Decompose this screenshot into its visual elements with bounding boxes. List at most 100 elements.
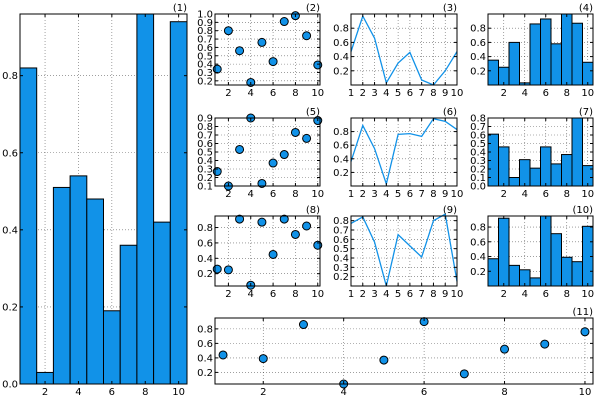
subplot-11: 2 4 6 8 10 0.2 0.4 0.6 0.8 (11) <box>197 307 594 398</box>
bar <box>487 59 499 86</box>
x-tick-label: 4 <box>248 189 254 200</box>
y-tick-label: 0.8 <box>197 26 213 37</box>
x-tick-label: 4 <box>340 387 346 398</box>
x-tick-label: 4 <box>75 387 81 398</box>
bar <box>571 261 583 287</box>
panel-title: (5) <box>306 107 320 118</box>
x-tick-label: 5 <box>395 189 401 200</box>
panel-title: (7) <box>579 107 593 118</box>
x-tick-label: 10 <box>581 88 594 99</box>
y-tick-label: 0.2 <box>197 368 213 379</box>
scatter-point <box>235 214 245 224</box>
y-tick-label: 0.6 <box>333 235 349 246</box>
x-tick-label: 7 <box>418 289 424 300</box>
x-tick-label: 2 <box>225 289 231 300</box>
x-tick-label: 10 <box>581 289 594 300</box>
bar <box>153 221 171 385</box>
x-tick-label: 6 <box>421 387 427 398</box>
x-tick-label: 8 <box>292 289 298 300</box>
subplot-10: 2 4 6 8 10 0.2 0.4 0.6 0.8 (10) <box>470 205 594 300</box>
x-tick-label: 8 <box>564 189 570 200</box>
y-tick-label: 0.7 <box>333 226 349 237</box>
y-tick-label: 0.6 <box>197 339 213 350</box>
y-tick-label: 0.6 <box>470 131 486 142</box>
y-tick-label: 0.8 <box>197 223 213 234</box>
y-tick-label: 0.2 <box>470 66 486 77</box>
x-tick-label: 2 <box>501 189 507 200</box>
scatter-point <box>290 127 300 137</box>
bar <box>69 175 88 385</box>
scatter-point <box>302 133 312 143</box>
y-tick-label: 0.4 <box>470 252 486 263</box>
y-tick-label: 0.8 <box>2 71 18 82</box>
subplot-3: 1 2 3 4 5 6 7 8 9 10 0.2 0.4 0.6 0.8 (3) <box>333 3 463 99</box>
y-tick-label: 0.2 <box>197 173 213 184</box>
scatter-point <box>540 339 550 349</box>
subplot-5: 2 4 6 8 10 0.10.20.30.40.50.60.70.80.9 (5) <box>197 107 324 200</box>
x-tick-label: 8 <box>142 387 148 398</box>
scatter-point <box>313 60 323 70</box>
subplot-6: 1 2 3 4 5 6 7 8 9 10 0.2 0.4 0.6 0.8 (6) <box>333 107 463 200</box>
axes-frame <box>214 317 594 385</box>
y-tick-label: 0.4 <box>470 52 486 63</box>
x-tick-label: 3 <box>371 88 377 99</box>
y-tick-label: 0.5 <box>333 244 349 255</box>
scatter-point <box>257 37 267 47</box>
scatter-point <box>298 320 308 330</box>
panel-title: (6) <box>443 107 457 118</box>
bar <box>582 61 594 86</box>
panel-title: (10) <box>572 205 593 216</box>
subplot-9: 1 2 3 4 5 6 7 8 9 10 0.20.30.40.50.60.70.8 (9) <box>333 205 463 300</box>
y-tick-label: 0.7 <box>197 35 213 46</box>
x-tick-label: 10 <box>579 387 592 398</box>
y-tick-label: 0.1 <box>470 173 486 184</box>
y-tick-label: 0.2 <box>197 76 213 87</box>
bar <box>561 13 573 86</box>
bar <box>86 198 105 385</box>
axes-frame <box>487 13 594 86</box>
bar <box>561 154 573 187</box>
x-tick-label: 4 <box>522 189 528 200</box>
x-tick-label: 1 <box>348 88 354 99</box>
x-tick-label: 4 <box>248 289 254 300</box>
x-tick-label: 7 <box>418 88 424 99</box>
bar <box>561 256 573 287</box>
x-tick-label: 2 <box>260 387 266 398</box>
y-tick-label: 0.2 <box>197 269 213 280</box>
x-tick-label: 10 <box>581 189 594 200</box>
y-tick-label: 0.7 <box>470 122 486 133</box>
x-tick-label: 7 <box>418 189 424 200</box>
x-tick-label: 8 <box>501 387 507 398</box>
x-tick-label: 2 <box>42 387 48 398</box>
panel-title: (2) <box>306 3 320 14</box>
y-tick-label: 0.8 <box>470 24 486 35</box>
x-tick-label: 8 <box>564 88 570 99</box>
x-tick-label: 8 <box>430 88 436 99</box>
x-tick-label: 6 <box>543 88 549 99</box>
x-tick-label: 6 <box>407 88 413 99</box>
x-tick-label: 6 <box>407 189 413 200</box>
scatter-point <box>459 369 469 379</box>
x-tick-label: 4 <box>383 88 389 99</box>
y-tick-label: 0.4 <box>197 60 213 71</box>
x-tick-label: 8 <box>564 289 570 300</box>
axes-frame <box>214 215 321 287</box>
x-tick-label: 8 <box>430 189 436 200</box>
panel-title: (8) <box>306 205 320 216</box>
scatter-point <box>500 344 510 354</box>
subplot-1: 2 4 6 8 10 0.0 0.2 0.4 0.6 0.8 (1) <box>2 3 188 398</box>
x-tick-label: 2 <box>501 88 507 99</box>
y-tick-label: 0.5 <box>470 139 486 150</box>
scatter-point <box>279 150 289 160</box>
x-tick-label: 4 <box>248 88 254 99</box>
x-tick-label: 10 <box>311 189 324 200</box>
x-tick-label: 9 <box>442 189 448 200</box>
scatter-point <box>212 64 222 74</box>
x-tick-label: 6 <box>543 289 549 300</box>
y-tick-label: 0.4 <box>333 154 349 165</box>
bar <box>498 217 510 287</box>
subplot-2: 2 4 6 8 10 0.20.30.40.50.60.70.80.91.0 (2) <box>197 3 324 99</box>
y-tick-label: 0.5 <box>197 51 213 62</box>
y-tick-label: 0.2 <box>333 272 349 283</box>
